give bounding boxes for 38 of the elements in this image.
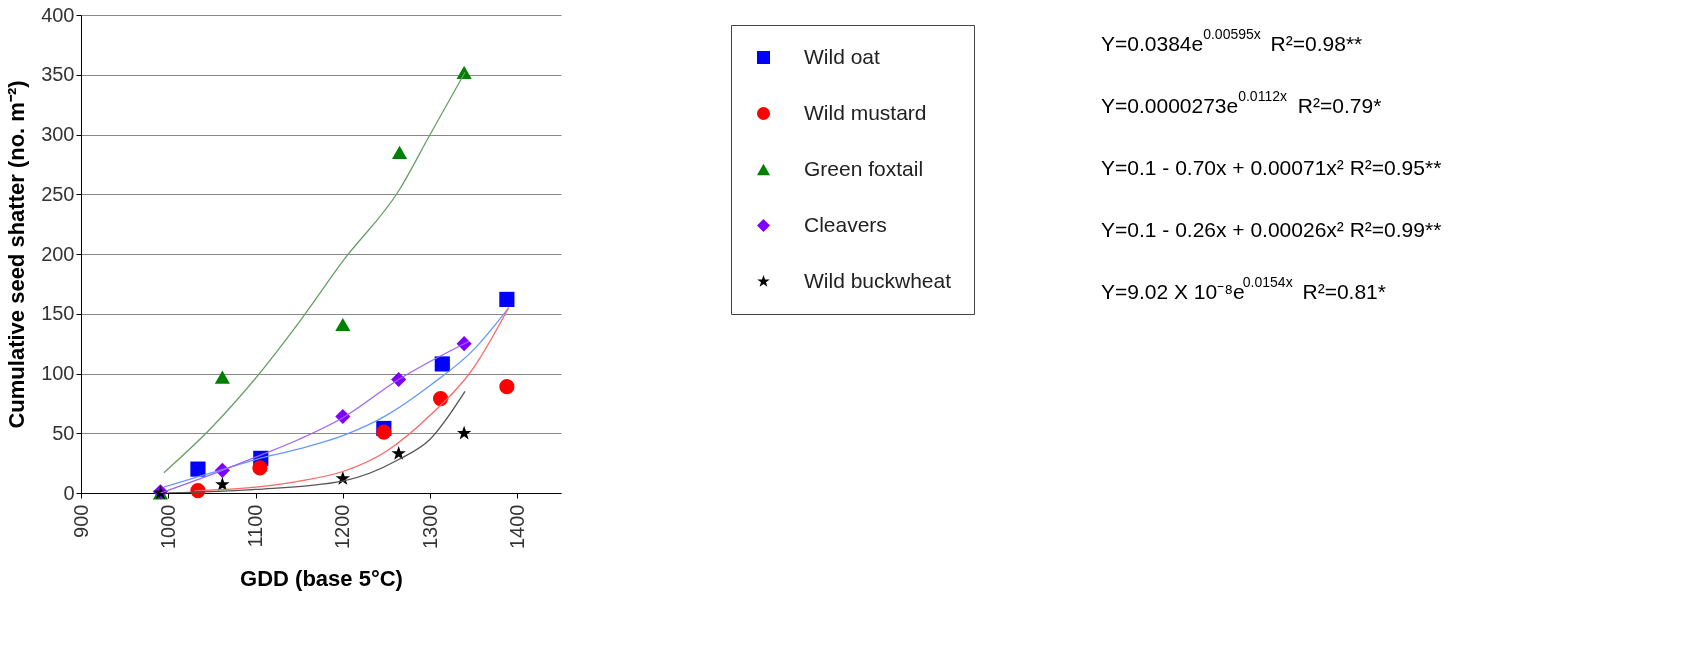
text: Y=0.1 - 0.70x + 0.00071x² R²=0.95** — [1101, 156, 1442, 179]
point — [456, 425, 472, 440]
x-tick-label: 1200 — [331, 504, 354, 549]
point — [499, 379, 515, 395]
legend-label: Green foxtail — [804, 156, 924, 180]
legend-label: Wild mustard — [804, 100, 927, 124]
legend-label: Wild buckwheat — [804, 268, 952, 292]
x-tick-label: 1400 — [505, 504, 528, 549]
legend-label: Cleavers — [804, 212, 887, 236]
point — [215, 477, 230, 491]
point — [190, 461, 206, 477]
y-tick-label: 400 — [41, 3, 75, 26]
y-tick-label: 200 — [41, 242, 75, 265]
point — [432, 391, 449, 407]
point — [252, 460, 268, 476]
point — [214, 370, 230, 384]
y-axis-title: Cumulative seed shatter (no. m⁻²) — [4, 80, 30, 429]
x-tick-label: 1300 — [418, 504, 441, 549]
point — [391, 145, 408, 159]
legend-label: Wild oat — [804, 44, 881, 68]
x-tick-label: 900 — [69, 504, 92, 538]
y-tick-label: 250 — [41, 182, 75, 205]
x-axis-title: GDD (base 5°C) — [240, 565, 403, 591]
x-tick-label: 1000 — [156, 504, 179, 549]
y-tick-label: 300 — [41, 123, 75, 145]
y-tick-label: 100 — [41, 362, 75, 384]
point — [434, 356, 450, 372]
point — [456, 65, 472, 79]
y-tick-label: 50 — [52, 421, 75, 444]
text: Y=0.1 - 0.26x + 0.00026x² R²=0.99** — [1101, 218, 1442, 241]
y-tick-label: 150 — [41, 302, 75, 325]
point — [376, 424, 392, 440]
y-tick-label: 0 — [63, 481, 75, 504]
x-tick-label: 1100 — [244, 504, 267, 548]
point — [335, 317, 351, 332]
y-tick-label: 350 — [41, 63, 75, 86]
point — [499, 291, 515, 307]
point — [391, 445, 406, 460]
